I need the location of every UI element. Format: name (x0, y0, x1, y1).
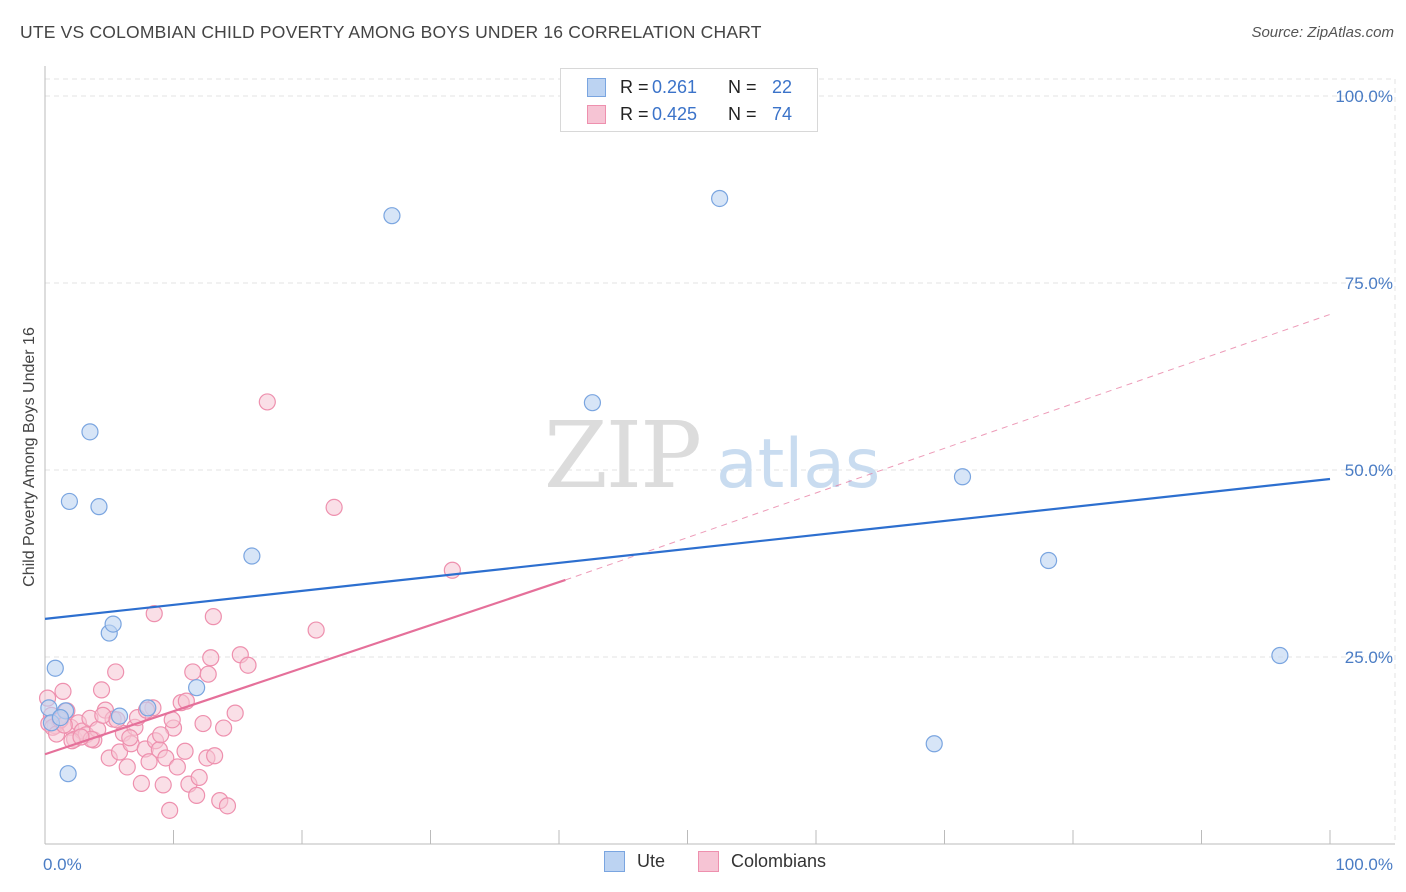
colombians-swatch (587, 104, 606, 124)
chart-title: UTE VS COLOMBIAN CHILD POVERTY AMONG BOY… (20, 22, 762, 42)
watermark-atlas: atlas (716, 425, 880, 504)
ute-points (40, 189, 1289, 783)
colombians-point (168, 758, 186, 776)
colombians-point (176, 742, 194, 760)
colombians-point (54, 682, 72, 701)
ute-point (90, 498, 108, 516)
colombians-point (239, 656, 257, 674)
ute-point (51, 708, 70, 727)
colombians-point (107, 663, 125, 681)
series-legend: Ute Colombians (0, 851, 1406, 877)
ute-point (46, 659, 64, 677)
colombians-point (157, 749, 175, 767)
legend-label-ute: Ute (637, 851, 666, 871)
colombians-point (121, 729, 139, 747)
colombians-point (206, 747, 224, 765)
n-value: 22 (772, 76, 793, 97)
legend-row-colombians: R = 0.425 N = 74 (587, 102, 792, 126)
r-label: R = (620, 76, 649, 97)
colombians-point (190, 768, 208, 787)
ute-point (188, 679, 206, 697)
source-label: Source: ZipAtlas.com (1251, 24, 1394, 41)
colombians-point (188, 786, 206, 804)
colombians-point (194, 714, 212, 733)
ute-point (953, 468, 972, 486)
colombians-point (307, 621, 325, 639)
colombians-point (132, 774, 150, 793)
ute-point (1039, 551, 1058, 570)
colombians-point (226, 704, 244, 722)
r-value: 0.425 (652, 103, 698, 124)
ute-point (1271, 646, 1289, 665)
ute-point (81, 423, 99, 441)
ute-point (110, 707, 129, 725)
colombians-point (202, 649, 220, 667)
y-tick-label: 75.0% (1345, 274, 1393, 293)
colombians-point (325, 498, 343, 516)
legend-row-ute: R = 0.261 N = 22 (587, 75, 792, 99)
trend-lines (44, 313, 1331, 756)
colombians-point (152, 726, 170, 744)
ute-point (60, 492, 79, 511)
ute-point (583, 394, 602, 412)
colombians-point (140, 753, 158, 771)
r-label: R = (620, 103, 649, 124)
colombians-point (154, 776, 172, 794)
colombians-trend-line (44, 578, 566, 756)
ute-point (243, 547, 261, 565)
ute-point (59, 765, 77, 783)
x-tick-label: 100.0% (1335, 855, 1393, 874)
ute-point (711, 189, 729, 208)
y-tick-label: 100.0% (1335, 87, 1393, 106)
colombians-point (145, 605, 163, 623)
ute-point (139, 699, 157, 717)
colombians-point (258, 393, 276, 411)
ute-point (104, 615, 122, 633)
ute-swatch (604, 851, 625, 872)
colombians-point (161, 801, 179, 819)
watermark-zip: ZIP (544, 402, 700, 509)
colombians-point (218, 797, 237, 815)
n-label: N = (728, 76, 757, 97)
colombians-point (184, 663, 202, 681)
colombians-points (38, 393, 461, 819)
n-label: N = (728, 103, 757, 124)
x-tick-label: 0.0% (43, 855, 82, 874)
colombians-swatch (698, 851, 719, 872)
legend-item-ute: Ute (604, 851, 665, 872)
colombians-point (94, 706, 112, 724)
r-value: 0.261 (652, 76, 698, 97)
ute-trend-line (44, 477, 1331, 620)
legend-item-colombians: Colombians (698, 851, 826, 872)
stats-legend: R = 0.261 N = 22 R = 0.425 N = 74 (560, 68, 818, 132)
ute-swatch (587, 77, 606, 97)
colombians-trend-extension (565, 313, 1331, 581)
y-tick-label: 50.0% (1345, 461, 1393, 480)
y-axis-label: Child Poverty Among Boys Under 16 (21, 327, 38, 587)
colombians-point (110, 743, 129, 761)
colombians-point (118, 758, 136, 776)
colombians-point (215, 719, 233, 737)
y-tick-label: 25.0% (1345, 648, 1393, 667)
colombians-point (204, 608, 222, 626)
ute-point (383, 207, 401, 225)
colombians-point (199, 665, 217, 683)
legend-label-colombians: Colombians (731, 851, 827, 871)
colombians-point (92, 681, 111, 699)
ute-point (925, 735, 943, 753)
tick-labels: 100.0% 75.0% 50.0% 25.0% 0.0% 100.0% (43, 87, 1393, 874)
n-value: 74 (772, 103, 793, 124)
